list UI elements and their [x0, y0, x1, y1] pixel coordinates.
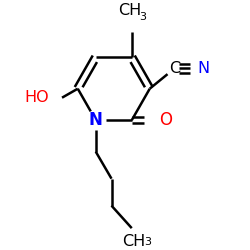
Text: N: N	[198, 61, 210, 76]
Text: O: O	[159, 111, 172, 129]
Text: CH: CH	[122, 234, 146, 249]
Text: 3: 3	[144, 237, 151, 247]
Text: CH: CH	[118, 3, 141, 18]
Text: N: N	[89, 111, 103, 129]
Text: HO: HO	[24, 90, 48, 105]
Text: 3: 3	[140, 12, 146, 22]
Text: C: C	[169, 61, 180, 76]
